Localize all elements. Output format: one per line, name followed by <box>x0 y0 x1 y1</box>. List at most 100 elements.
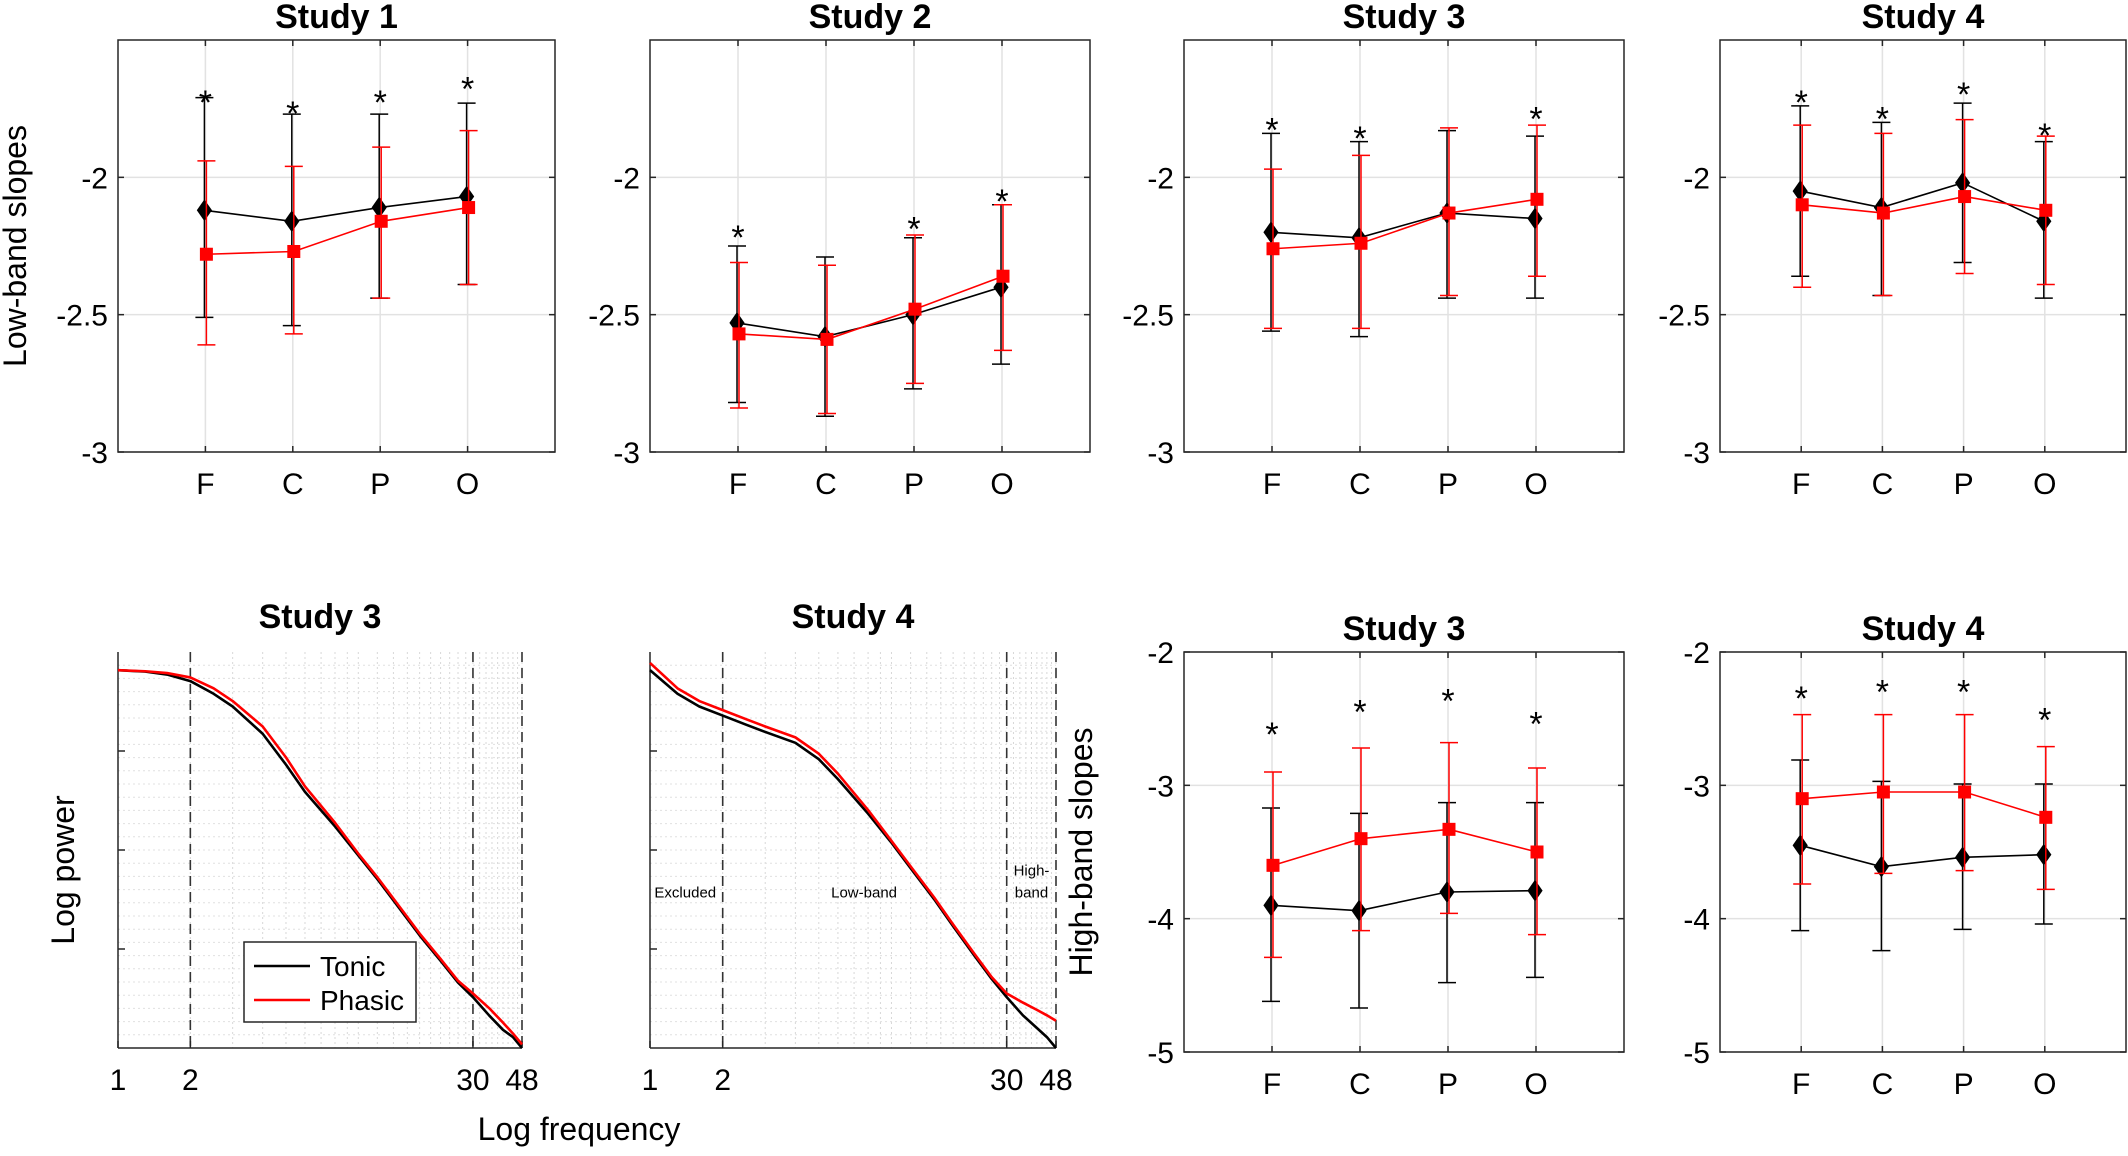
plot-area <box>650 652 1056 1048</box>
y-tick-label: -2 <box>1683 637 1710 670</box>
y-tick-label: -3 <box>1683 770 1710 803</box>
marker-diamond <box>1873 855 1890 878</box>
axes-box <box>1183 651 1625 1053</box>
x-axis-label: Log frequency <box>478 1111 681 1147</box>
marker-square <box>1795 792 1809 806</box>
x-tick-label: 30 <box>456 1064 489 1097</box>
x-tick-label: 48 <box>1039 1064 1072 1097</box>
x-tick-label: 1 <box>642 1064 659 1097</box>
legend-box <box>243 941 417 1023</box>
region-label: Low-band <box>831 885 897 902</box>
panel-study-3-high-band: F C P O -5 -4 -3 -2 Study 3 High-band slopes * * * * <box>1063 610 1625 1101</box>
series-line <box>1272 198 1538 250</box>
axes-box <box>649 39 1091 453</box>
marker-square <box>462 201 476 215</box>
x-tick-label: F <box>1792 468 1810 501</box>
y-tick-label: -2 <box>81 162 108 195</box>
significance-star: * <box>1265 716 1278 754</box>
significance-star: * <box>1795 680 1808 718</box>
marker-square <box>1958 785 1972 799</box>
plot-area <box>1184 40 1624 452</box>
significance-star: * <box>2038 117 2051 155</box>
region-label: Excluded <box>654 885 716 902</box>
x-tick-label: O <box>1524 1068 1547 1101</box>
significance-star: * <box>286 95 299 133</box>
marker-diamond <box>1792 834 1808 857</box>
plot-area <box>118 40 555 452</box>
x-tick-label: 30 <box>990 1064 1023 1097</box>
y-tick-label: -3 <box>613 437 640 470</box>
x-tick-label: C <box>1349 468 1371 501</box>
y-axis-label: Log power <box>45 795 81 945</box>
plot-area <box>1184 652 1624 1052</box>
x-tick-label: O <box>1524 468 1547 501</box>
marker-diamond <box>1351 899 1367 922</box>
series-line <box>1270 889 1536 912</box>
marker-square <box>820 332 834 346</box>
significance-star: * <box>461 70 474 108</box>
x-tick-label: 2 <box>182 1064 199 1097</box>
marker-diamond <box>284 210 300 233</box>
panel-title: Study 1 <box>275 0 398 36</box>
marker-square <box>2039 810 2053 824</box>
x-tick-label: C <box>1349 1068 1371 1101</box>
y-tick-label: -2.5 <box>588 300 640 333</box>
y-tick-label: -3 <box>81 437 108 470</box>
marker-square <box>908 302 922 316</box>
panel-study-3-low-band: F C P O -3 -2.5 -2 Study 3 * * * <box>1122 0 1625 501</box>
marker-square <box>1354 236 1368 250</box>
significance-star: * <box>1876 673 1889 711</box>
panel-title: Study 2 <box>809 0 932 36</box>
significance-star: * <box>1795 84 1808 122</box>
panel-title: Study 4 <box>1862 0 1985 36</box>
marker-square <box>1354 832 1368 846</box>
significance-star: * <box>731 219 744 257</box>
spectrum-curve-phasic <box>117 668 523 1046</box>
axes-box <box>1183 39 1625 453</box>
x-tick-label: O <box>2033 1068 2056 1101</box>
significance-star: * <box>1265 112 1278 150</box>
marker-diamond <box>2036 843 2052 866</box>
x-tick-label: P <box>1438 468 1458 501</box>
series-line <box>204 195 467 223</box>
series-line <box>1799 844 2044 868</box>
x-tick-label: O <box>456 468 479 501</box>
x-tick-label: F <box>1263 1068 1281 1101</box>
x-tick-label: O <box>2033 468 2056 501</box>
marker-diamond <box>1439 881 1455 903</box>
region-label: High- <box>1014 863 1050 880</box>
series-line <box>1802 195 2046 214</box>
x-tick-label: C <box>1872 468 1894 501</box>
x-tick-label: 2 <box>714 1064 731 1097</box>
x-tick-label: C <box>1872 1068 1894 1101</box>
significance-star: * <box>374 84 387 122</box>
x-tick-label: O <box>990 468 1013 501</box>
x-tick-label: F <box>1263 468 1281 501</box>
region-label: band <box>1015 885 1048 902</box>
series-line <box>1800 181 2045 223</box>
panel-study-4-high-band: F C P O -5 -4 -3 -2 Study 4 * * * * <box>1683 610 2127 1101</box>
marker-square <box>1876 785 1890 799</box>
panel-title: Study 4 <box>1862 610 1985 648</box>
marker-square <box>996 269 1010 283</box>
x-tick-label: 48 <box>505 1064 538 1097</box>
marker-square <box>1530 845 1544 859</box>
marker-square <box>374 214 388 228</box>
panel-title: Study 3 <box>1343 0 1466 36</box>
series-line <box>206 206 469 256</box>
marker-diamond <box>196 199 213 222</box>
legend-label-tonic: Tonic <box>320 951 385 982</box>
series-line <box>1270 212 1536 239</box>
plot-area <box>1720 652 2126 1052</box>
y-tick-label: -5 <box>1683 1037 1710 1070</box>
x-tick-label: P <box>1954 468 1974 501</box>
panel-study-1-low-band: F C P O -3 -2.5 -2 Study 1 Low-band slopes * * * * <box>0 0 556 501</box>
y-tick-label: -2 <box>1683 162 1710 195</box>
x-tick-label: F <box>1792 1068 1810 1101</box>
series-line <box>738 275 1004 341</box>
significance-star: * <box>1529 101 1542 139</box>
marker-diamond <box>1263 894 1279 917</box>
marker-diamond <box>1527 207 1543 230</box>
